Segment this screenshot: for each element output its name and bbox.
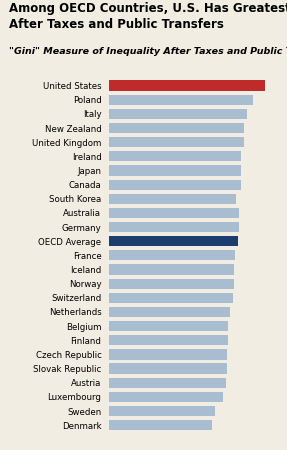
Text: "Gini" Measure of Inequality After Taxes and Public Transfers: "Gini" Measure of Inequality After Taxes… [9, 47, 287, 56]
Bar [109, 166, 241, 176]
Bar [109, 123, 244, 133]
Bar [109, 392, 223, 402]
Bar [109, 265, 234, 274]
Bar [109, 94, 253, 105]
Bar [109, 406, 215, 416]
Bar [109, 137, 244, 147]
Bar [109, 420, 212, 430]
Bar [109, 364, 227, 374]
Bar [109, 321, 228, 331]
Bar [109, 194, 236, 204]
Bar [109, 349, 227, 360]
Bar [109, 109, 247, 119]
Bar [109, 236, 238, 246]
Bar [109, 293, 233, 303]
Bar [109, 335, 228, 345]
Bar [109, 307, 230, 317]
Bar [109, 180, 241, 190]
Bar [109, 279, 234, 289]
Bar [109, 208, 238, 218]
Bar [109, 222, 238, 232]
Bar [109, 250, 234, 261]
Text: Among OECD Countries, U.S. Has Greatest Income Inequality
After Taxes and Public: Among OECD Countries, U.S. Has Greatest … [9, 2, 287, 31]
Bar [109, 81, 265, 91]
Bar [109, 151, 241, 162]
Bar [109, 378, 226, 388]
